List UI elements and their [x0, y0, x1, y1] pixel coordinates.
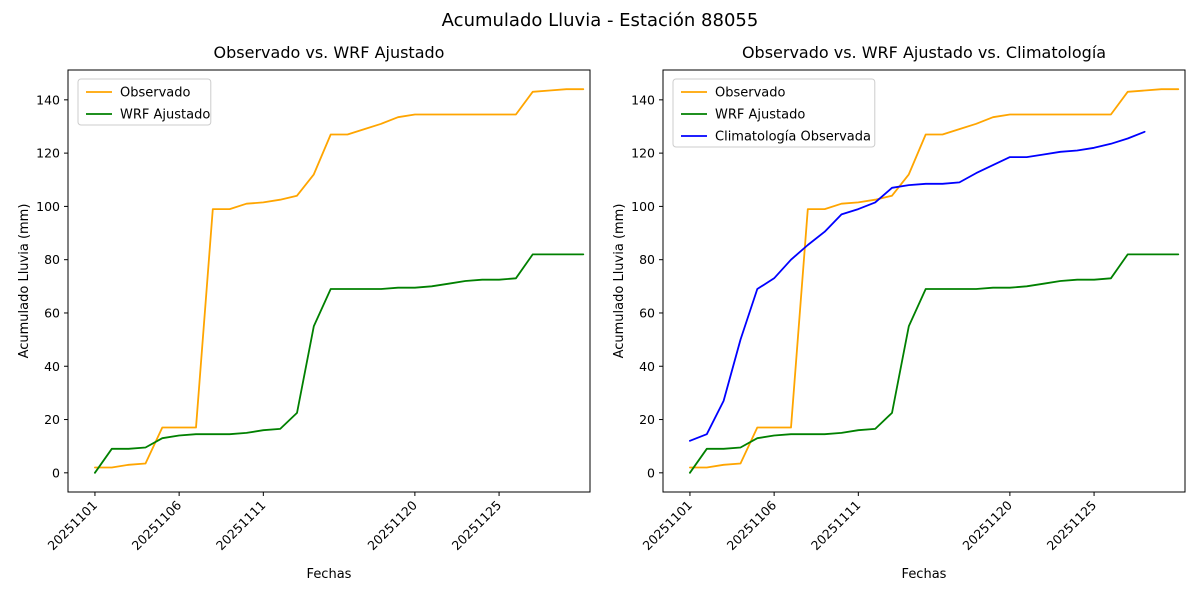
x-tick-label: 20251101	[44, 498, 100, 554]
legend-label-climatolog-a-observada: Climatología Observada	[715, 130, 871, 145]
x-tick-label: 20251101	[639, 498, 695, 554]
y-tick-label: 80	[44, 252, 60, 267]
y-tick-label: 60	[639, 305, 655, 320]
y-tick-label: 60	[44, 305, 60, 320]
y-tick-label: 140	[631, 92, 655, 107]
y-tick-label: 80	[639, 252, 655, 267]
y-axis-label: Acumulado Lluvia (mm)	[17, 204, 32, 359]
x-tick-label: 20251106	[129, 497, 185, 553]
legend-box	[672, 78, 876, 148]
axes-frame	[67, 69, 591, 493]
y-tick-label: 100	[631, 199, 655, 214]
x-tick-label: 20251120	[364, 497, 420, 553]
legend-label-wrf-ajustado: WRF Ajustado	[120, 108, 210, 123]
y-tick-label: 100	[36, 199, 60, 214]
y-axis-label: Acumulado Lluvia (mm)	[612, 204, 627, 359]
series-climatolog-a-observada	[689, 130, 1146, 442]
axes-frame	[662, 69, 1186, 493]
y-tick-label: 120	[36, 146, 60, 161]
chart-title: Observado vs. WRF Ajustado	[214, 43, 445, 62]
y-tick-label: 120	[631, 146, 655, 161]
legend-label-wrf-ajustado: WRF Ajustado	[715, 108, 805, 123]
y-tick-label: 40	[44, 359, 60, 374]
x-axis-label: Fechas	[307, 567, 352, 582]
series-observado	[94, 88, 585, 469]
series-wrf-ajustado	[94, 253, 585, 474]
x-tick-label: 20251111	[213, 498, 269, 554]
y-tick-label: 40	[639, 359, 655, 374]
series-observado	[689, 88, 1180, 469]
y-tick-label: 20	[639, 412, 655, 427]
y-tick-label: 20	[44, 412, 60, 427]
legend-label-observado: Observado	[120, 86, 191, 101]
y-tick-label: 0	[647, 465, 655, 480]
series-wrf-ajustado	[689, 253, 1180, 474]
x-tick-label: 20251125	[449, 498, 505, 554]
chart-title: Observado vs. WRF Ajustado vs. Climatolo…	[742, 43, 1106, 62]
x-tick-label: 20251106	[724, 497, 780, 553]
legend-label-observado: Observado	[715, 86, 786, 101]
x-tick-label: 20251120	[959, 497, 1015, 553]
x-tick-label: 20251111	[808, 498, 864, 554]
x-tick-label: 20251125	[1044, 498, 1100, 554]
y-tick-label: 0	[52, 465, 60, 480]
y-tick-label: 140	[36, 92, 60, 107]
x-axis-label: Fechas	[902, 567, 947, 582]
figure-title: Acumulado Lluvia - Estación 88055	[441, 10, 759, 31]
